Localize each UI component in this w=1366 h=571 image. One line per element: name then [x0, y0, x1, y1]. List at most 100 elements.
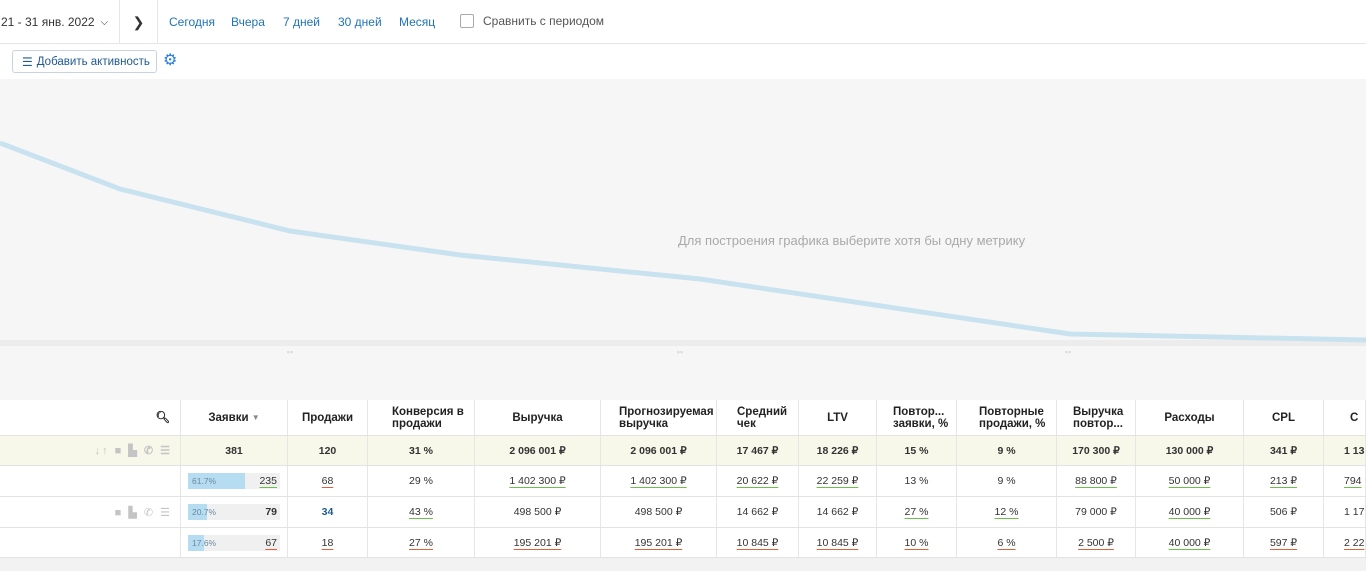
col-expenses[interactable]: Расходы — [1136, 400, 1244, 435]
expenses-value[interactable]: 40 000 ₽ — [1168, 506, 1211, 518]
chart-tick-mark: ▪▪ — [1065, 347, 1071, 357]
forecast-revenue-value[interactable]: 1 402 300 ₽ — [630, 475, 687, 487]
col-leads[interactable]: Заявки ▼ — [181, 400, 288, 435]
compare-period-toggle[interactable]: Сравнить с периодом — [460, 14, 604, 28]
sales-value[interactable]: 34 — [321, 506, 334, 518]
repeat-revenue-value: 79 000 ₽ — [1057, 497, 1136, 527]
expenses-cell: 50 000 ₽ — [1136, 466, 1244, 496]
repeat-sales-value[interactable]: 12 % — [994, 506, 1019, 518]
table-row[interactable]: 17.6% 67 18 27 % 195 201 ₽ 195 201 ₽ 10 … — [0, 528, 1366, 558]
revenue-value[interactable]: 1 402 300 ₽ — [509, 475, 566, 487]
total-conversion: 31 % — [368, 436, 475, 465]
col-conversion[interactable]: Конверсия в продажи — [368, 400, 475, 435]
last-value[interactable]: 2 22 — [1344, 536, 1365, 549]
top-bar: 21 - 31 янв. 2022 ⌵ ❯ Сегодня Вчера 7 дн… — [0, 0, 1366, 44]
total-forecast-revenue: 2 096 001 ₽ — [601, 436, 717, 465]
col-forecast-revenue[interactable]: Прогнозируемая выручка — [601, 400, 717, 435]
forecast-revenue-value[interactable]: 195 201 ₽ — [634, 536, 683, 549]
leads-share-bar: 17.6% 67 — [188, 534, 280, 551]
compare-checkbox[interactable] — [460, 14, 474, 28]
ltv-cell: 22 259 ₽ — [799, 466, 877, 496]
cpl-cell: 213 ₽ — [1244, 466, 1324, 496]
repeat-revenue-value[interactable]: 88 800 ₽ — [1075, 475, 1117, 487]
filter-yesterday[interactable]: Вчера — [231, 15, 265, 29]
next-period-button[interactable]: ❯ — [120, 0, 158, 44]
last-value[interactable]: 794 — [1344, 475, 1362, 487]
col-revenue[interactable]: Выручка — [475, 400, 601, 435]
repeat-revenue-cell: 88 800 ₽ — [1057, 466, 1136, 496]
avg-check-cell: 20 622 ₽ — [717, 466, 799, 496]
filter-today[interactable]: Сегодня — [169, 15, 215, 29]
repeat-revenue-value[interactable]: 2 500 ₽ — [1078, 536, 1114, 549]
revenue-value[interactable]: 195 201 ₽ — [513, 536, 562, 549]
col-repeat-revenue[interactable]: Выручка повтор... — [1057, 400, 1136, 435]
leads-value[interactable]: 235 — [259, 475, 277, 487]
repeat-leads-value[interactable]: 10 % — [904, 536, 929, 549]
table-row[interactable]: ■ ▙ ✆ ☰ 20.7% 79 34 43 % 498 500 ₽ 498 5… — [0, 497, 1366, 528]
leads-share-fill — [188, 534, 205, 551]
total-revenue: 2 096 001 ₽ — [475, 436, 601, 465]
conversion-value[interactable]: 27 % — [409, 536, 433, 549]
avg-check-cell: 10 845 ₽ — [717, 528, 799, 557]
forecast-revenue-cell: 195 201 ₽ — [601, 528, 717, 557]
leads-share-bar: 20.7% 79 — [188, 504, 280, 520]
leads-value[interactable]: 67 — [265, 536, 277, 549]
col-repeat-leads[interactable]: Повтор... заявки, % — [877, 400, 957, 435]
expenses-value[interactable]: 50 000 ₽ — [1168, 475, 1211, 487]
filter-month[interactable]: Месяц — [399, 15, 436, 29]
ltv-value[interactable]: 22 259 ₽ — [816, 475, 859, 487]
sales-value[interactable]: 68 — [321, 475, 334, 487]
sales-value[interactable]: 18 — [321, 536, 334, 549]
filter-7-days[interactable]: 7 дней — [283, 15, 321, 29]
leads-share-fill — [188, 504, 208, 520]
filter-30-days[interactable]: 30 дней — [338, 15, 382, 29]
cpl-value[interactable]: 597 ₽ — [1269, 536, 1298, 549]
leads-cell: 17.6% 67 — [181, 528, 288, 557]
chart-area: ▪▪ ▪▪ ▪▪ Для построения графика выберите… — [0, 79, 1366, 400]
sort-down-icon: ▼ — [251, 412, 260, 422]
avg-check-value: 14 662 ₽ — [717, 497, 799, 527]
leads-value[interactable]: 79 — [265, 506, 277, 518]
forecast-revenue-cell: 1 402 300 ₽ — [601, 466, 717, 496]
gear-icon[interactable]: ⚙ — [163, 52, 178, 69]
col-repeat-sales[interactable]: Повторные продажи, % — [957, 400, 1057, 435]
search-icon[interactable]: 🔍︎ — [0, 400, 181, 435]
add-activity-button[interactable]: ☰ Добавить активность — [12, 50, 157, 73]
avg-check-value[interactable]: 10 845 ₽ — [736, 536, 779, 549]
total-repeat-revenue: 170 300 ₽ — [1057, 436, 1136, 465]
add-activity-label: Добавить активность — [36, 55, 150, 68]
cpl-value[interactable]: 213 ₽ — [1269, 475, 1298, 487]
date-range-picker[interactable]: 21 - 31 янв. 2022 ⌵ — [0, 0, 120, 44]
chart-tick-mark: ▪▪ — [287, 347, 293, 357]
repeat-sales-value[interactable]: 6 % — [997, 536, 1016, 549]
expenses-cell: 40 000 ₽ — [1136, 528, 1244, 557]
repeat-leads-value: 13 % — [877, 466, 957, 496]
repeat-sales-value: 9 % — [957, 466, 1057, 496]
total-cpl: 341 ₽ — [1244, 436, 1324, 465]
col-avg-check[interactable]: Средний чек — [717, 400, 799, 435]
repeat-leads-cell: 10 % — [877, 528, 957, 557]
row-label-cell — [0, 466, 181, 496]
conversion-value[interactable]: 43 % — [409, 506, 433, 518]
table-row[interactable]: 61.7% 235 68 29 % 1 402 300 ₽ 1 402 300 … — [0, 466, 1366, 497]
expenses-value[interactable]: 40 000 ₽ — [1168, 536, 1211, 549]
col-ltv[interactable]: LTV — [799, 400, 877, 435]
avg-check-value[interactable]: 20 622 ₽ — [736, 475, 779, 487]
leads-cell: 61.7% 235 — [181, 466, 288, 496]
ltv-value[interactable]: 10 845 ₽ — [816, 536, 859, 549]
row-action-icons[interactable]: ■ ▙ ✆ ☰ — [0, 497, 181, 527]
leads-share-percent: 17.6% — [192, 537, 217, 548]
col-last[interactable]: С — [1324, 400, 1366, 435]
col-sales[interactable]: Продажи — [288, 400, 368, 435]
total-avg-check: 17 467 ₽ — [717, 436, 799, 465]
sales-cell: 18 — [288, 528, 368, 557]
repeat-leads-value[interactable]: 27 % — [904, 506, 929, 518]
chart-placeholder-svg: ▪▪ ▪▪ ▪▪ — [0, 140, 1366, 357]
conversion-cell: 43 % — [368, 497, 475, 527]
row-action-icons[interactable]: ↓↑ ■ ▙ ✆ ☰ — [0, 436, 181, 465]
sales-cell: 34 — [288, 497, 368, 527]
revenue-cell: 1 402 300 ₽ — [475, 466, 601, 496]
leads-share-percent: 20.7% — [192, 507, 217, 517]
col-cpl[interactable]: CPL — [1244, 400, 1324, 435]
table-total-row: ↓↑ ■ ▙ ✆ ☰ 381 120 31 % 2 096 001 ₽ 2 09… — [0, 436, 1366, 466]
